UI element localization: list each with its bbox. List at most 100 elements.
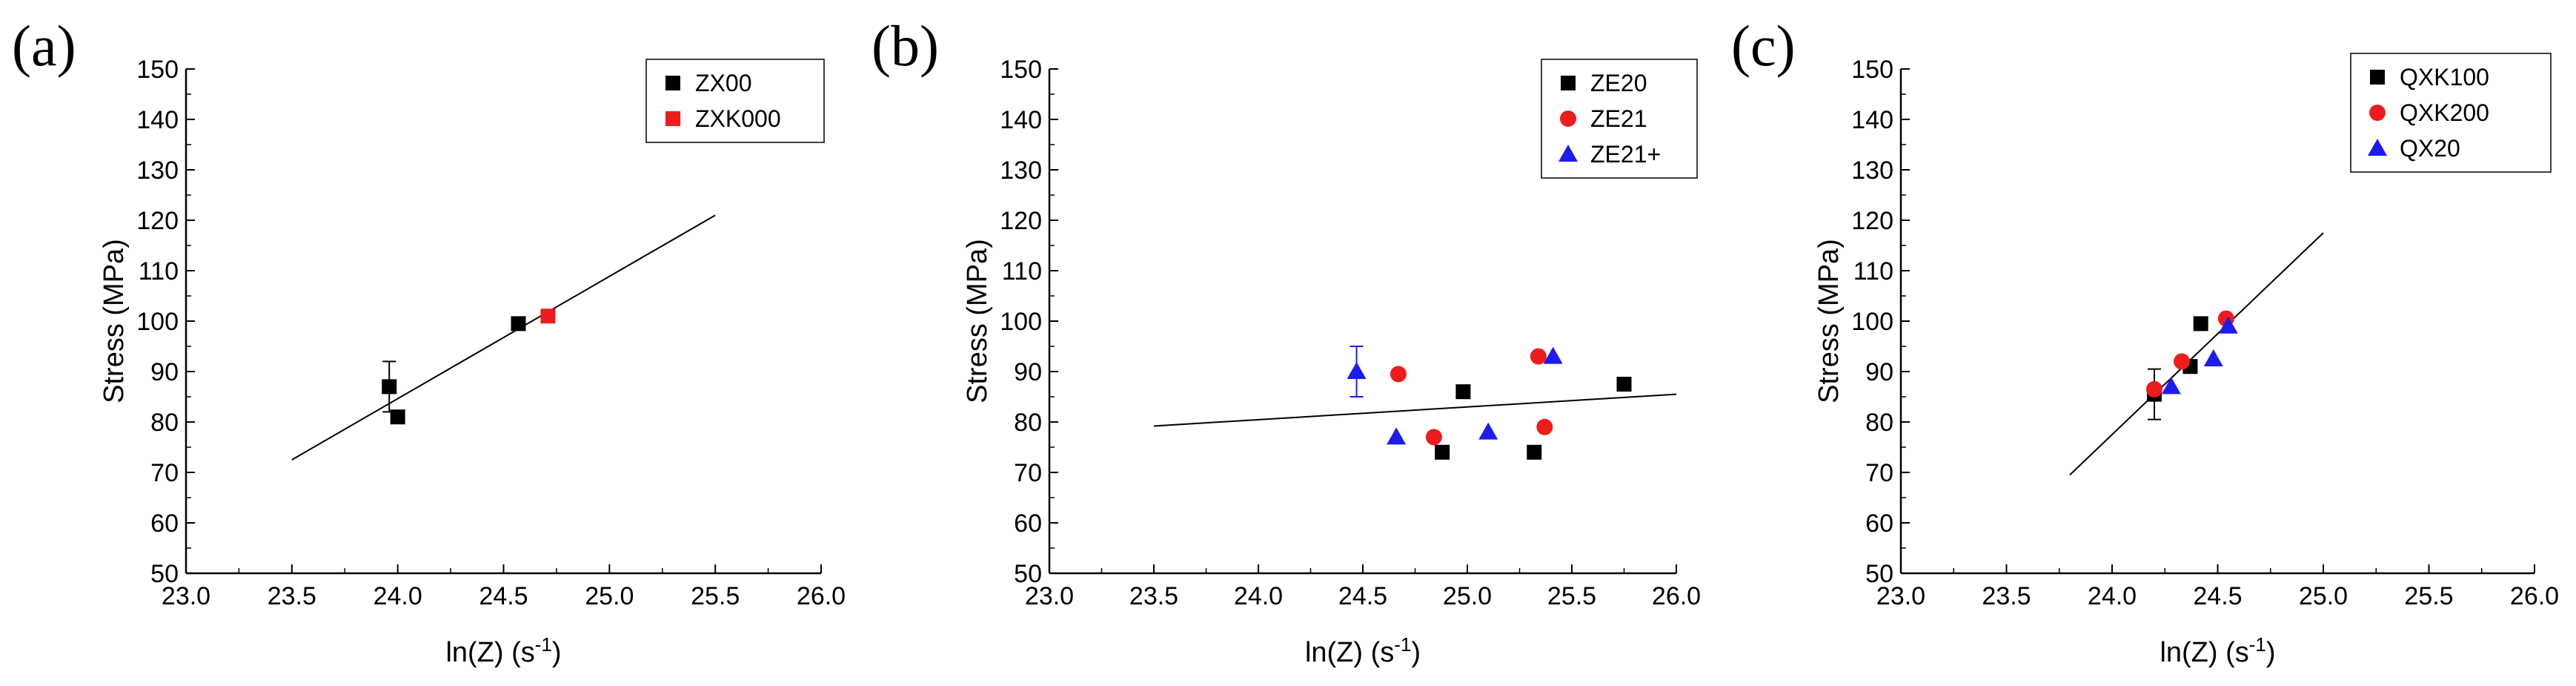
x-tick-label: 25.5 [2404, 582, 2453, 610]
legend-marker [2370, 70, 2385, 85]
y-tick-label: 80 [1014, 409, 1042, 437]
legend-box [645, 59, 825, 143]
x-tick-label: 23.5 [1129, 582, 1178, 610]
data-point [2218, 316, 2238, 334]
y-tick-label: 90 [1014, 358, 1042, 386]
panel-label: (b) [872, 13, 939, 78]
y-tick-label: 80 [1865, 409, 1893, 437]
data-point [1390, 366, 1407, 383]
y-tick-label: 50 [1014, 560, 1042, 588]
legend-marker [2368, 139, 2387, 156]
panel-label: (c) [1731, 13, 1796, 78]
legend-label: ZXK000 [695, 105, 781, 132]
data-point [382, 379, 397, 395]
legend-marker [2369, 105, 2386, 121]
panel-1: (a) 50 60 70 80 90 100 110 120 130 140 150 23.0 23.5 2… [12, 13, 846, 668]
x-tick-label: 24.0 [1234, 582, 1283, 610]
data-point [1435, 444, 1450, 460]
legend-marker [665, 76, 680, 90]
x-tick-label: 23.0 [1025, 582, 1074, 610]
legend-label: QXK200 [2400, 99, 2489, 126]
y-axis-title: Stress (MPa) [962, 239, 993, 403]
legend-marker [1558, 145, 1578, 162]
legend-label: ZE21+ [1590, 141, 1661, 168]
y-tick-label: 120 [136, 207, 179, 235]
data-point [1347, 362, 1367, 379]
y-tick-label: 110 [139, 257, 179, 286]
x-tick-label: 25.0 [1443, 582, 1492, 610]
x-tick-label: 24.5 [1338, 582, 1387, 610]
data-point [540, 309, 556, 324]
x-tick-label: 24.0 [374, 582, 422, 610]
x-tick-label: 24.0 [2088, 582, 2137, 610]
data-point [2193, 316, 2208, 332]
x-axis-title: ln(Z) (s-1) [1305, 633, 1421, 668]
x-tick-label: 25.0 [2299, 582, 2348, 610]
x-axis-title: ln(Z) (s-1) [445, 633, 561, 668]
y-tick-label: 60 [150, 509, 179, 538]
x-tick-label: 23.5 [268, 582, 316, 610]
y-tick-label: 90 [150, 358, 179, 386]
x-tick-label: 23.0 [1876, 582, 1925, 610]
x-tick-label: 25.5 [1547, 582, 1596, 610]
y-tick-label: 100 [1000, 308, 1042, 336]
x-tick-label: 24.5 [479, 582, 528, 610]
x-tick-label: 25.5 [691, 582, 740, 610]
data-point [1616, 377, 1632, 392]
legend-marker [1561, 76, 1576, 90]
y-tick-label: 70 [1014, 459, 1042, 487]
fit-line [2069, 232, 2324, 476]
data-point [2203, 349, 2223, 366]
y-tick-label: 100 [1851, 308, 1893, 336]
y-tick-label: 110 [1853, 257, 1893, 286]
y-tick-label: 130 [136, 156, 179, 185]
data-point [1527, 444, 1542, 460]
y-axis-title: Stress (MPa) [1813, 239, 1845, 403]
data-point [1425, 429, 1442, 446]
legend-marker [665, 111, 680, 126]
fit-line [1153, 393, 1677, 427]
panel-3: (c) 50 60 70 80 90 100 110 120 130 140 150 23.0 23.5 2… [1731, 13, 2559, 668]
y-tick-label: 150 [136, 56, 179, 84]
panel-label: (a) [12, 13, 76, 78]
y-tick-label: 140 [1000, 106, 1042, 134]
data-point [1543, 346, 1563, 364]
legend-label: ZE21 [1590, 105, 1647, 132]
legend-label: QX20 [2400, 135, 2460, 162]
legend-label: ZX00 [695, 70, 751, 96]
legend-label: ZE20 [1590, 70, 1647, 96]
fit-line [291, 214, 716, 461]
y-tick-label: 130 [1851, 156, 1893, 185]
y-tick-label: 90 [1865, 358, 1893, 386]
y-tick-label: 70 [1865, 459, 1893, 487]
y-tick-label: 110 [1002, 257, 1042, 286]
y-tick-label: 80 [150, 409, 179, 437]
data-point [1455, 384, 1471, 400]
panel-2: (b) 50 60 70 80 90 100 110 120 130 140 150 23.0 23.5 2… [872, 13, 1701, 668]
y-tick-label: 150 [1851, 56, 1893, 84]
x-tick-label: 26.0 [1652, 582, 1701, 610]
data-point [1536, 418, 1553, 435]
y-tick-label: 50 [1865, 560, 1893, 588]
data-point [1478, 422, 1498, 440]
data-point [1387, 427, 1407, 445]
y-tick-label: 100 [136, 308, 179, 336]
data-point [1530, 348, 1547, 365]
data-point [2161, 377, 2181, 395]
y-tick-label: 60 [1014, 509, 1042, 538]
y-tick-label: 150 [1000, 56, 1042, 84]
x-tick-label: 25.0 [585, 582, 634, 610]
y-tick-label: 60 [1865, 509, 1893, 538]
y-tick-label: 120 [1851, 207, 1893, 235]
x-tick-label: 23.5 [1982, 582, 2031, 610]
legend-label: QXK100 [2400, 64, 2489, 90]
x-tick-label: 23.0 [162, 582, 210, 610]
y-tick-label: 50 [150, 560, 179, 588]
y-tick-label: 70 [150, 459, 179, 487]
data-point [2174, 353, 2191, 370]
data-point [511, 316, 526, 332]
y-tick-label: 130 [1000, 156, 1042, 185]
x-tick-label: 26.0 [797, 582, 846, 610]
data-point [2146, 380, 2162, 398]
